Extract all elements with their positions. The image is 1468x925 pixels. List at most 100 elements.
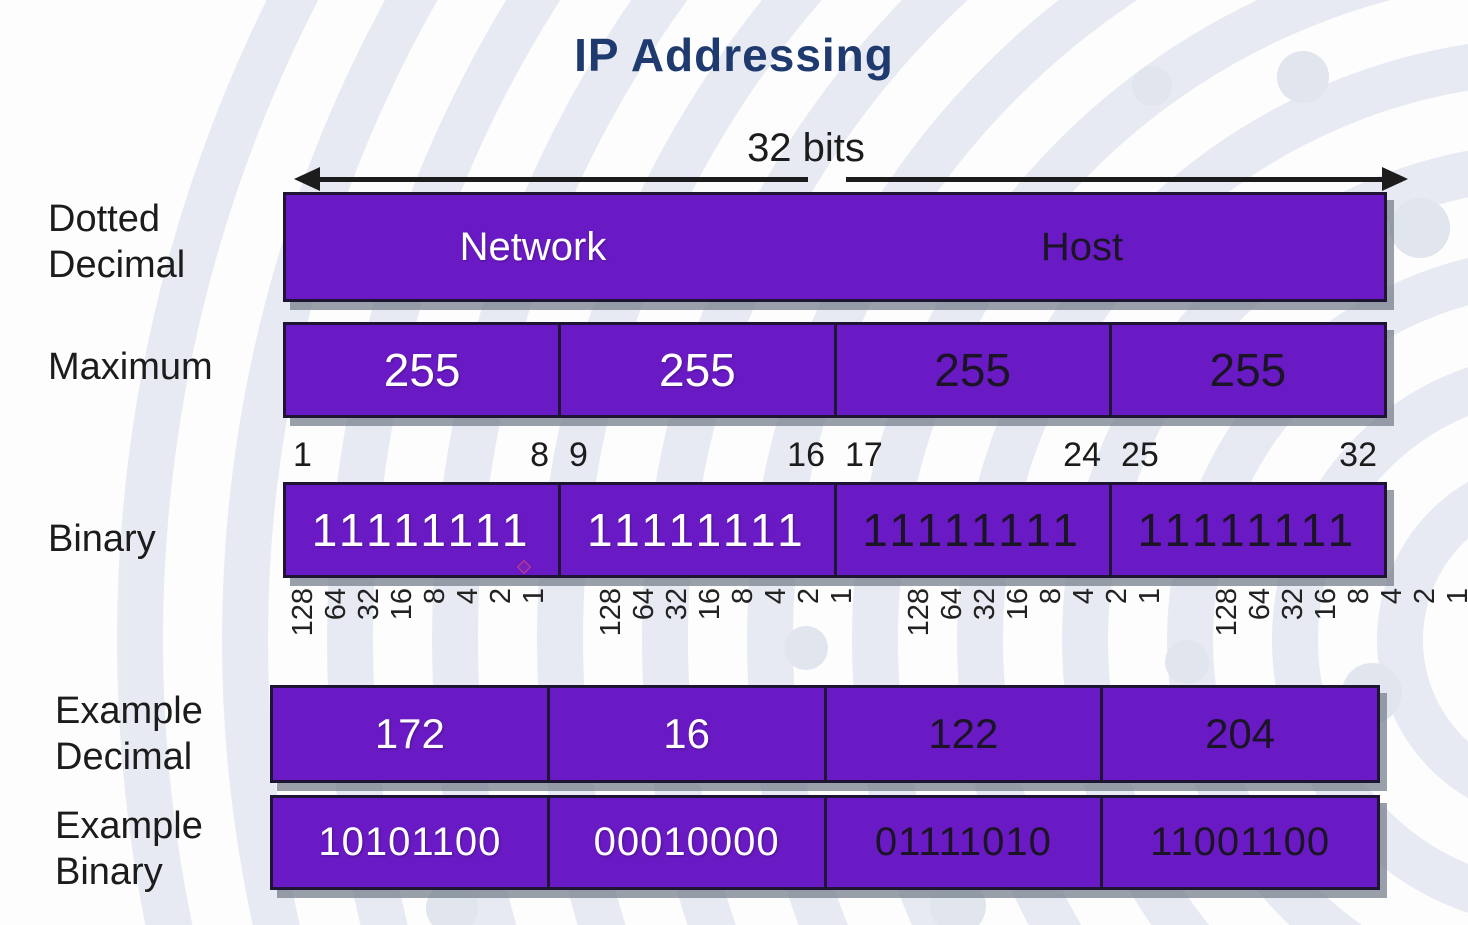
bit-value: 64 xyxy=(320,588,353,672)
arrow-line-left xyxy=(316,177,808,182)
maximum-octet-4: 255 xyxy=(1108,325,1384,415)
bit-value-16: 16 xyxy=(694,588,726,621)
bit-value-4: 4 xyxy=(1376,588,1408,605)
bits-width-label: 32 bits xyxy=(747,126,865,170)
bit-value-32: 32 xyxy=(969,588,1001,621)
example-binary-octet-3: 01111010 xyxy=(823,798,1101,887)
maximum-octet-1: 255 xyxy=(383,344,461,396)
maximum-octet-3: 255 xyxy=(833,325,1109,415)
bit-value: 8 xyxy=(1343,588,1376,672)
bit-value-8: 8 xyxy=(727,588,759,605)
arrow-right-head-icon xyxy=(1382,167,1408,191)
bit-value: 16 xyxy=(1002,588,1035,672)
bit-value: 16 xyxy=(386,588,419,672)
bit-value: 16 xyxy=(1310,588,1343,672)
bit-value-8: 8 xyxy=(419,588,451,605)
bit-positions-octet-2: 9 16 xyxy=(559,436,835,478)
example-binary-row: 10101100 00010000 01111010 11001100 xyxy=(270,795,1380,890)
label-example-binary: Example Binary xyxy=(55,803,203,895)
bit-value-32: 32 xyxy=(1277,588,1309,621)
host-segment: Host xyxy=(1040,224,1124,269)
bit-value-16: 16 xyxy=(1310,588,1342,621)
bit-value-128: 128 xyxy=(1211,588,1243,637)
bit-value: 64 xyxy=(628,588,661,672)
bit-pos-32: 32 xyxy=(1339,436,1377,474)
bit-value-128: 128 xyxy=(287,588,319,637)
network-segment: Network xyxy=(459,224,607,269)
bit-value-2: 2 xyxy=(1101,588,1133,605)
maximum-octet-2: 255 xyxy=(558,325,833,415)
bit-value-1: 1 xyxy=(1442,588,1468,605)
bit-value: 1 xyxy=(826,588,859,672)
bit-value: 32 xyxy=(661,588,694,672)
bit-value-128: 128 xyxy=(595,588,627,637)
bit-value: 2 xyxy=(793,588,826,672)
label-example-decimal: Example Decimal xyxy=(55,688,203,780)
maximum-row: 255 255 255 255 xyxy=(283,322,1387,418)
bit-pos-1: 1 xyxy=(293,436,312,474)
bit-value-128: 128 xyxy=(903,588,935,637)
bit-value: 32 xyxy=(969,588,1002,672)
bit-value-1: 1 xyxy=(1134,588,1166,605)
page-title: IP Addressing xyxy=(574,29,894,81)
bit-value-8: 8 xyxy=(1343,588,1375,605)
bit-value-64: 64 xyxy=(936,588,968,621)
label-example-decimal-line2: Decimal xyxy=(55,736,193,778)
bit-value: 2 xyxy=(485,588,518,672)
label-example-binary-line1: Example xyxy=(55,805,203,847)
bit-values-strip: 128 64 32 16 8 4 2 1 128 64 32 16 8 4 2 … xyxy=(283,588,1468,672)
bit-pos-25: 25 xyxy=(1121,436,1159,474)
bit-value: 128 xyxy=(1211,588,1244,672)
bit-value: 32 xyxy=(1277,588,1310,672)
bit-pos-9: 9 xyxy=(569,436,588,474)
label-binary: Binary xyxy=(48,518,156,560)
label-example-binary-line2: Binary xyxy=(55,851,163,893)
bit-values-octet-1: 128 64 32 16 8 4 2 1 xyxy=(283,588,591,672)
bit-value: 64 xyxy=(936,588,969,672)
bit-value: 32 xyxy=(353,588,386,672)
bit-value: 2 xyxy=(1409,588,1442,672)
example-binary-octet-4: 11001100 xyxy=(1100,798,1377,887)
bit-value: 128 xyxy=(903,588,936,672)
bit-value: 1 xyxy=(1134,588,1167,672)
example-decimal-octet-3: 122 xyxy=(823,688,1101,780)
label-dotted-decimal-line1: Dotted xyxy=(48,198,160,240)
arrow-line-right xyxy=(846,177,1384,182)
bit-value-4: 4 xyxy=(452,588,484,605)
bit-value: 8 xyxy=(419,588,452,672)
binary-octet-1: 11111111 xyxy=(311,504,533,556)
bit-value-4: 4 xyxy=(760,588,792,605)
bit-pos-17: 17 xyxy=(845,436,883,474)
bit-value-16: 16 xyxy=(386,588,418,621)
bit-values-octet-2: 128 64 32 16 8 4 2 1 xyxy=(591,588,899,672)
label-maximum: Maximum xyxy=(48,346,213,388)
example-binary-octet-2: 00010000 xyxy=(546,798,824,887)
bit-value-64: 64 xyxy=(1244,588,1276,621)
bit-value-32: 32 xyxy=(353,588,385,621)
example-decimal-octet-1: 172 xyxy=(374,710,445,757)
binary-row: 11111111 11111111 11111111 11111111 xyxy=(283,482,1387,578)
bit-positions-octet-4: 25 32 xyxy=(1111,436,1387,478)
bit-value-32: 32 xyxy=(661,588,693,621)
bit-value: 128 xyxy=(595,588,628,672)
example-binary-octet-1: 10101100 xyxy=(318,820,502,864)
bit-value: 4 xyxy=(760,588,793,672)
example-decimal-octet-2: 16 xyxy=(546,688,824,780)
label-dotted-decimal-line2: Decimal xyxy=(48,244,186,286)
dotted-decimal-bar: Network Host xyxy=(283,192,1387,302)
bit-value: 2 xyxy=(1101,588,1134,672)
bit-value-1: 1 xyxy=(518,588,550,605)
bit-value-2: 2 xyxy=(1409,588,1441,605)
binary-octet-2: 11111111 xyxy=(558,485,833,575)
bit-value-16: 16 xyxy=(1002,588,1034,621)
bit-position-row: 1 8 9 16 17 24 25 32 xyxy=(283,436,1387,478)
bit-value-64: 64 xyxy=(628,588,660,621)
fingerprint-arcs xyxy=(117,0,1468,925)
bit-value-2: 2 xyxy=(793,588,825,605)
bit-value: 16 xyxy=(694,588,727,672)
bit-value: 1 xyxy=(518,588,551,672)
bit-value: 4 xyxy=(1068,588,1101,672)
bit-value: 8 xyxy=(727,588,760,672)
